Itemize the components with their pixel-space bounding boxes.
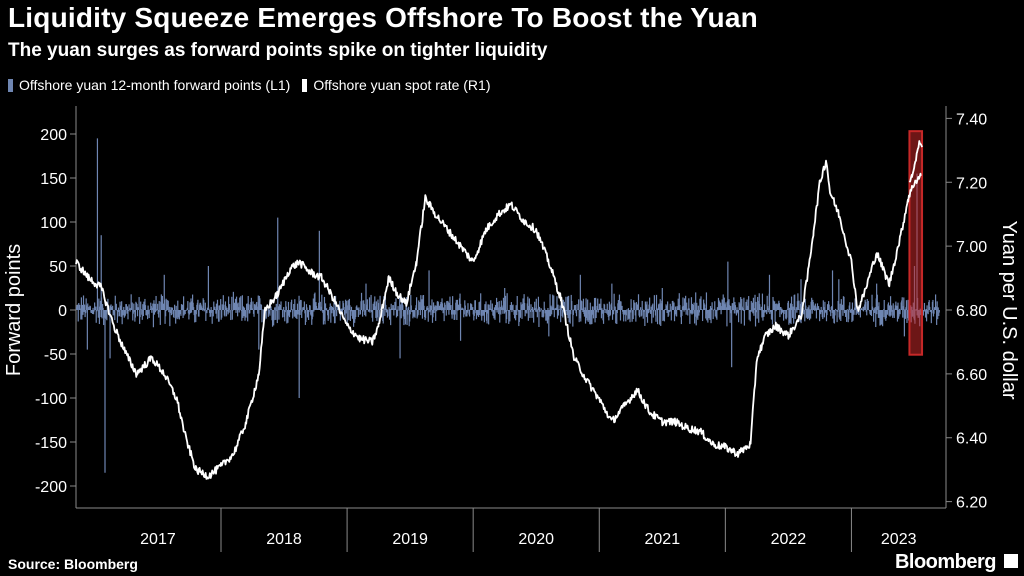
y-left-tick-label: 200 — [40, 127, 67, 144]
y-left-tick-label: 150 — [40, 171, 67, 188]
y-right-tick-label: 7.20 — [956, 175, 987, 192]
legend-swatch-spot-rate — [302, 78, 308, 92]
legend-entry-forward-points: Offshore yuan 12-month forward points (L… — [8, 77, 290, 93]
legend-swatch-forward-points — [8, 78, 13, 92]
y-left-axis-title: Forward points — [3, 244, 25, 376]
x-tick-label: 2021 — [645, 531, 681, 548]
x-tick-label: 2020 — [518, 531, 554, 548]
bloomberg-mark-icon — [1004, 554, 1018, 568]
y-right-tick-label: 6.20 — [956, 495, 987, 512]
chart-title: Liquidity Squeeze Emerges Offshore To Bo… — [8, 2, 758, 33]
y-left-tick-label: -50 — [44, 347, 67, 364]
legend: Offshore yuan 12-month forward points (L… — [8, 77, 503, 93]
y-right-axis-title: Yuan per U.S. dollar — [998, 221, 1020, 400]
y-left-tick-label: -200 — [35, 479, 67, 496]
y-left-tick-label: 50 — [49, 259, 67, 276]
source-note: Source: Bloomberg — [8, 556, 138, 572]
y-right-tick-label: 7.40 — [956, 111, 987, 128]
legend-entry-spot-rate: Offshore yuan spot rate (R1) — [302, 77, 491, 93]
spot-rate-line-highlighted — [908, 140, 923, 183]
y-left-tick-label: -150 — [35, 435, 67, 452]
y-right-tick-label: 6.60 — [956, 367, 987, 384]
x-tick-label: 2019 — [392, 531, 428, 548]
x-tick-label: 2017 — [140, 531, 176, 548]
x-tick-label: 2022 — [771, 531, 807, 548]
x-tick-label: 2018 — [266, 531, 302, 548]
legend-label-spot-rate: Offshore yuan spot rate (R1) — [313, 77, 491, 93]
y-right-tick-label: 6.80 — [956, 303, 987, 320]
bloomberg-logo: Bloomberg — [894, 551, 997, 573]
spot-rate-line — [75, 159, 922, 480]
chart-subtitle: The yuan surges as forward points spike … — [8, 40, 548, 61]
x-tick-label: 2023 — [881, 531, 917, 548]
y-right-tick-label: 7.00 — [956, 239, 987, 256]
y-left-tick-label: 0 — [58, 303, 67, 320]
y-left-tick-label: 100 — [40, 215, 67, 232]
y-right-tick-label: 6.40 — [956, 431, 987, 448]
legend-label-forward-points: Offshore yuan 12-month forward points (L… — [19, 77, 291, 93]
highlight-box — [908, 130, 924, 356]
y-left-tick-label: -100 — [35, 391, 67, 408]
